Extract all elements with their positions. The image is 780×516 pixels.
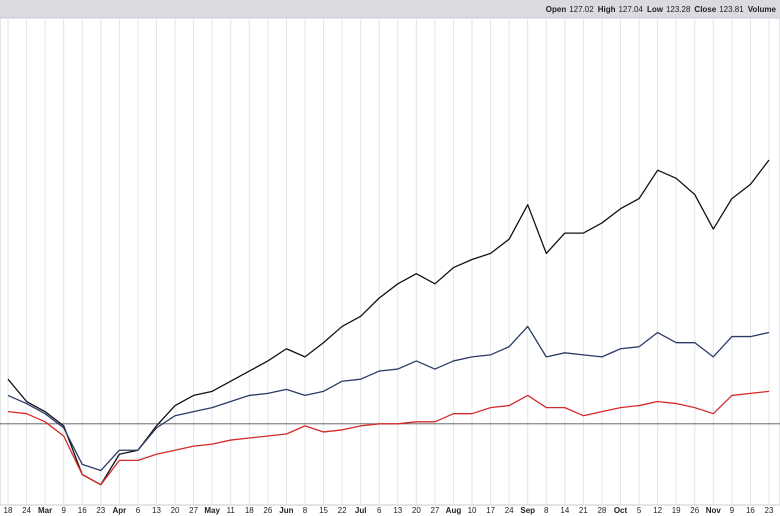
x-tick-label: May (204, 506, 220, 515)
x-tick-label: Nov (706, 506, 722, 515)
x-tick-label: Aug (446, 506, 462, 515)
x-tick-label: 10 (468, 506, 477, 515)
x-tick-label: Mar (38, 506, 52, 515)
x-tick-label: 8 (544, 506, 549, 515)
x-tick-label: 13 (393, 506, 402, 515)
x-tick-label: 21 (579, 506, 588, 515)
ohlc-label: Low (647, 5, 664, 14)
x-tick-label: 18 (245, 506, 254, 515)
x-tick-label: Apr (112, 506, 126, 515)
series-line (7, 390, 770, 486)
x-tick-label: 5 (637, 506, 642, 515)
x-tick-label: 16 (78, 506, 87, 515)
ohlc-label: High (598, 5, 616, 14)
x-tick-label: 27 (189, 506, 198, 515)
x-tick-label: 14 (560, 506, 569, 515)
ohlc-value: 123.28 (666, 5, 691, 14)
x-tick-label: Oct (614, 506, 628, 515)
x-tick-label: 27 (430, 506, 439, 515)
plot-area (0, 17, 780, 506)
x-tick-label: 16 (746, 506, 755, 515)
x-tick-label: 6 (136, 506, 141, 515)
x-tick-label: 19 (672, 506, 681, 515)
x-tick-label: 9 (730, 506, 735, 515)
ohlc-value: 123.81 (719, 5, 744, 14)
x-tick-label: 23 (765, 506, 774, 515)
series-line (7, 159, 770, 486)
ohlc-label: Close (694, 5, 716, 14)
x-tick-label: 23 (96, 506, 105, 515)
x-tick-label: 8 (303, 506, 308, 515)
x-tick-label: 26 (690, 506, 699, 515)
ohlc-label: Volume (748, 5, 777, 14)
x-tick-label: 26 (263, 506, 272, 515)
x-tick-label: 20 (171, 506, 180, 515)
ohlc-label: Open (546, 5, 567, 14)
x-tick-label: 13 (152, 506, 161, 515)
x-tick-label: 28 (597, 506, 606, 515)
x-tick-label: 12 (653, 506, 662, 515)
x-tick-label: 6 (377, 506, 382, 515)
x-tick-label: 24 (22, 506, 31, 515)
x-tick-label: Jun (279, 506, 293, 515)
x-tick-label: Sep (520, 506, 535, 515)
x-tick-label: 11 (227, 506, 236, 515)
x-tick-label: 15 (319, 506, 328, 515)
x-tick-label: 18 (4, 506, 13, 515)
x-tick-label: 20 (412, 506, 421, 515)
header-bar (0, 0, 780, 18)
x-tick-label: 9 (61, 506, 66, 515)
x-tick-label: Jul (355, 506, 367, 515)
series-line (7, 325, 770, 472)
ohlc-value: 127.02 (569, 5, 594, 14)
ohlc-readout: Open 127.02 High 127.04 Low 123.28 Close 123.81… (546, 5, 777, 14)
x-tick-label: 22 (338, 506, 347, 515)
x-tick-label: 24 (505, 506, 514, 515)
ohlc-value: 127.04 (618, 5, 643, 14)
x-tick-label: 17 (486, 506, 495, 515)
